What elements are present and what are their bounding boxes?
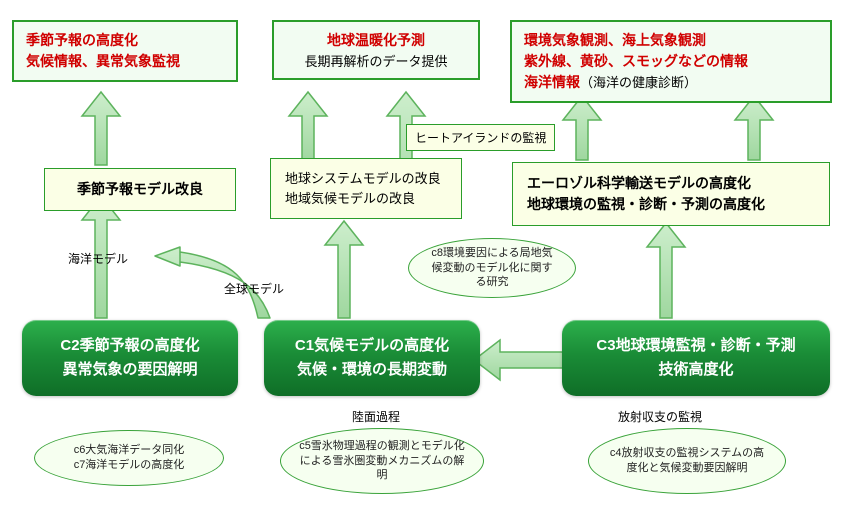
top-box-environment: 環境気象観測、海上気象観測 紫外線、黄砂、スモッグなどの情報 海洋情報（海洋の健… <box>510 20 832 103</box>
ellipse-c5-text: c5雪氷物理過程の観測とモデル化による雪氷圏変動メカニズムの解明 <box>299 439 465 484</box>
mid-box-aerosol: エーロゾル科学輸送モデルの高度化 地球環境の監視・診断・予測の高度化 <box>512 162 830 226</box>
ellipse-c5: c5雪氷物理過程の観測とモデル化による雪氷圏変動メカニズムの解明 <box>280 428 484 494</box>
heat-island-label: ヒートアイランドの監視 <box>406 124 555 151</box>
top-box-warming: 地球温暖化予測 長期再解析のデータ提供 <box>272 20 480 80</box>
ellipse-c8-text: c8環境要因による局地気候変動のモデル化に関する研究 <box>427 246 557 291</box>
label-global-model: 全球モデル <box>224 280 284 297</box>
top1-line1: 季節予報の高度化 <box>26 30 224 51</box>
mid3-line2: 地球環境の監視・診断・予測の高度化 <box>527 194 815 215</box>
mid2-line2: 地域気候モデルの改良 <box>285 189 447 209</box>
ellipse-c67-l1: c6大気海洋データ同化 <box>74 443 185 458</box>
top-box-seasonal: 季節予報の高度化 気候情報、異常気象監視 <box>12 20 238 82</box>
top3-l3b: （海洋の健康診断） <box>580 75 697 90</box>
ellipse-c4-text: c4放射収支の監視システムの高度化と気候変動要因解明 <box>607 446 767 476</box>
ellipse-c4: c4放射収支の監視システムの高度化と気候変動要因解明 <box>588 428 786 494</box>
label-radiation: 放射収支の監視 <box>618 408 702 425</box>
mid-box-seasonal-model: 季節予報モデル改良 <box>44 168 236 211</box>
mid3-line1: エーロゾル科学輸送モデルの高度化 <box>527 173 815 194</box>
ellipse-c67-l2: c7海洋モデルの高度化 <box>74 458 185 473</box>
top3-l3a: 海洋情報 <box>524 74 580 90</box>
top3-line3: 海洋情報（海洋の健康診断） <box>524 72 818 93</box>
top3-line2: 紫外線、黄砂、スモッグなどの情報 <box>524 51 818 72</box>
top2-line1: 地球温暖化予測 <box>286 30 466 51</box>
mid2-line1: 地球システムモデルの改良 <box>285 169 447 189</box>
label-ocean-model: 海洋モデル <box>68 250 128 267</box>
mid1-text: 季節予報モデル改良 <box>77 181 203 197</box>
top2-sub: 長期再解析のデータ提供 <box>286 51 466 70</box>
c2-line1: C2季節予報の高度化 <box>60 334 199 358</box>
c3-line2: 技術高度化 <box>658 358 733 382</box>
c1-line2: 気候・環境の長期変動 <box>297 358 447 382</box>
mid-box-earth-system: 地球システムモデルの改良 地域気候モデルの改良 <box>270 158 462 219</box>
green-c3: C3地球環境監視・診断・予測 技術高度化 <box>562 320 830 396</box>
green-c2: C2季節予報の高度化 異常気象の要因解明 <box>22 320 238 396</box>
c1-line1: C1気候モデルの高度化 <box>295 334 449 358</box>
top3-line1: 環境気象観測、海上気象観測 <box>524 30 818 51</box>
c2-line2: 異常気象の要因解明 <box>62 358 197 382</box>
ellipse-c6c7: c6大気海洋データ同化 c7海洋モデルの高度化 <box>34 430 224 486</box>
label-land: 陸面過程 <box>352 408 400 425</box>
green-c1: C1気候モデルの高度化 気候・環境の長期変動 <box>264 320 480 396</box>
top1-line2: 気候情報、異常気象監視 <box>26 51 224 72</box>
ellipse-c8: c8環境要因による局地気候変動のモデル化に関する研究 <box>408 238 576 298</box>
c3-line1: C3地球環境監視・診断・予測 <box>596 334 795 358</box>
